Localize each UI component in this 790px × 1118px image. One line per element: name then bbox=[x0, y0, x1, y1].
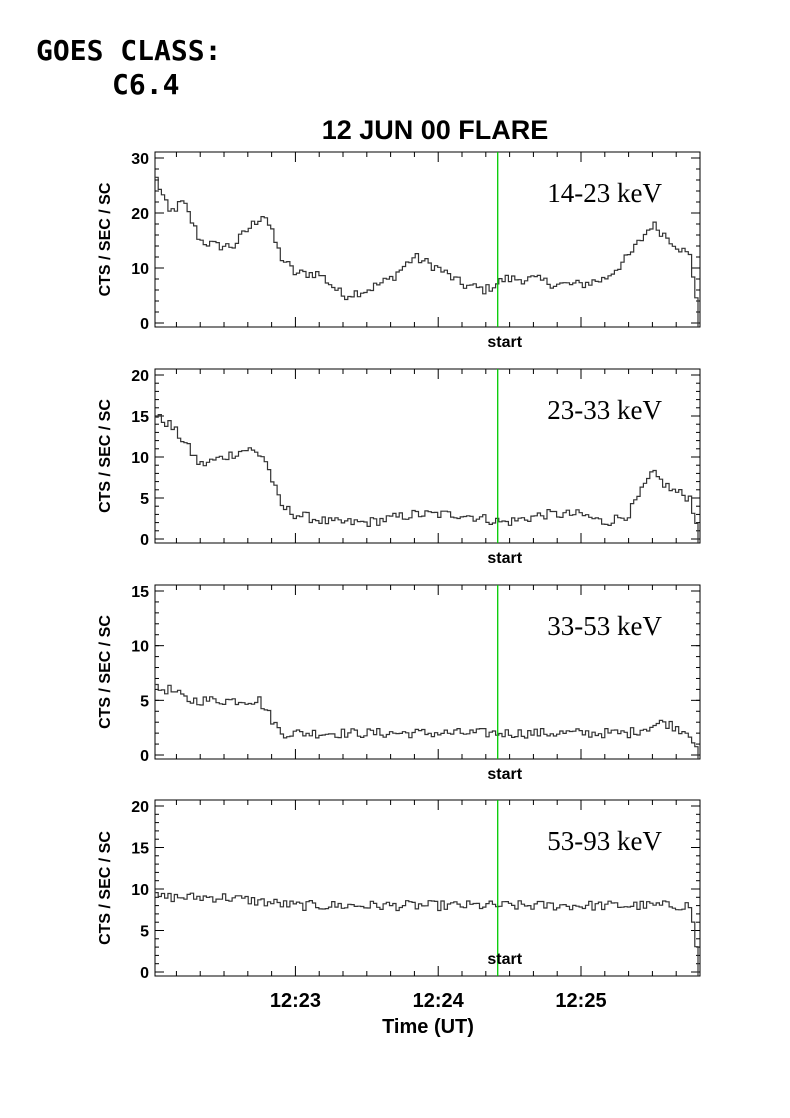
count-rate-series bbox=[155, 892, 699, 976]
count-rate-series bbox=[155, 683, 699, 759]
energy-band-label: 33-53 keV bbox=[547, 611, 662, 641]
energy-band-label: 14-23 keV bbox=[547, 178, 662, 208]
y-tick-label: 15 bbox=[131, 584, 149, 601]
panel-4: 0 5 10 15 20 CTS / SEC / SC 53-93 keV start bbox=[97, 799, 701, 982]
panel-frame bbox=[154, 584, 701, 760]
y-tick-label: 30 bbox=[131, 151, 149, 168]
count-rate-series bbox=[155, 176, 699, 327]
start-marker-label: start bbox=[487, 334, 522, 351]
y-tick-label: 10 bbox=[131, 261, 149, 278]
goes-class-value: C6.4 bbox=[112, 68, 180, 101]
y-tick-label: 10 bbox=[131, 450, 149, 467]
panel-frame bbox=[154, 799, 701, 977]
y-tick-label: 0 bbox=[140, 965, 149, 982]
y-tick-label: 0 bbox=[140, 532, 149, 549]
energy-band-label: 23-33 keV bbox=[547, 395, 662, 425]
start-marker-label: start bbox=[487, 951, 522, 968]
panel-3: 0 5 10 15 CTS / SEC / SC 33-53 keV start bbox=[97, 584, 701, 783]
y-tick-label: 5 bbox=[140, 693, 149, 710]
y-tick-label: 10 bbox=[131, 882, 149, 899]
chart-title: 12 JUN 00 FLARE bbox=[322, 115, 549, 145]
goes-class-label: GOES CLASS: C6.4 bbox=[36, 34, 221, 102]
y-tick-label: 15 bbox=[131, 841, 149, 858]
y-tick-label: 15 bbox=[131, 409, 149, 426]
y-axis-title: CTS / SEC / SC bbox=[97, 399, 114, 513]
goes-class-heading: GOES CLASS: bbox=[36, 34, 222, 67]
x-axis: 12:23 12:24 12:25 bbox=[270, 990, 607, 1012]
x-axis-title: Time (UT) bbox=[382, 1016, 474, 1038]
start-marker-label: start bbox=[487, 550, 522, 567]
panel-frame bbox=[154, 368, 701, 544]
x-tick-label: 12:25 bbox=[555, 990, 606, 1012]
start-marker-label: start bbox=[487, 766, 522, 783]
y-tick-label: 0 bbox=[140, 748, 149, 765]
y-tick-label: 20 bbox=[131, 368, 149, 385]
y-tick-label: 10 bbox=[131, 639, 149, 656]
y-axis-title: CTS / SEC / SC bbox=[97, 182, 114, 296]
count-rate-series bbox=[155, 414, 699, 543]
x-tick-label: 12:23 bbox=[270, 990, 321, 1012]
y-tick-label: 20 bbox=[131, 206, 149, 223]
x-tick-label: 12:24 bbox=[413, 990, 465, 1012]
y-tick-label: 0 bbox=[140, 316, 149, 333]
energy-band-label: 53-93 keV bbox=[547, 826, 662, 856]
y-tick-label: 5 bbox=[140, 924, 149, 941]
y-tick-label: 5 bbox=[140, 491, 149, 508]
y-axis-title: CTS / SEC / SC bbox=[97, 831, 114, 945]
panels: 0 10 20 30 CTS / SEC / SC 14-23 keV start 0 5 10 1… bbox=[97, 151, 701, 982]
panel-1: 0 10 20 30 CTS / SEC / SC 14-23 keV start bbox=[97, 151, 701, 351]
panel-frame bbox=[154, 151, 701, 328]
y-axis-title: CTS / SEC / SC bbox=[97, 615, 114, 729]
panel-2: 0 5 10 15 20 CTS / SEC / SC 23-33 keV start bbox=[97, 368, 701, 567]
y-tick-label: 20 bbox=[131, 799, 149, 816]
